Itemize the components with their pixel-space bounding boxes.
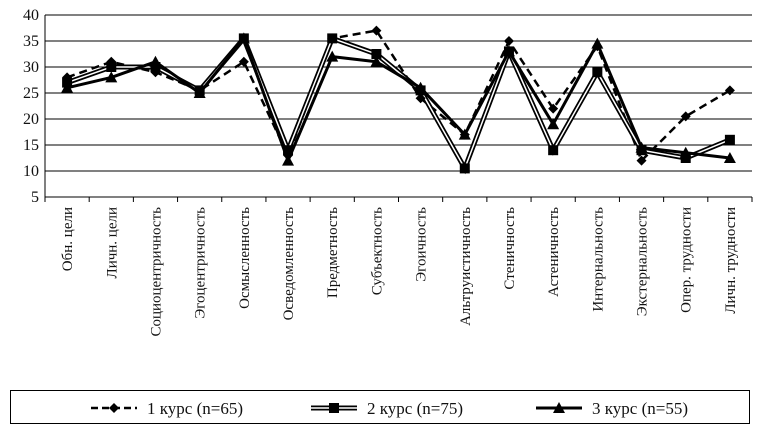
x-category-label: Осведомленность	[281, 207, 297, 321]
x-category-label: Альтруистичность	[458, 207, 474, 326]
data-point-square	[724, 134, 735, 145]
y-tick-label: 20	[23, 111, 39, 128]
data-point-triangle	[105, 71, 118, 83]
data-point-triangle	[193, 87, 206, 98]
x-category-label: Личн. трудности	[723, 207, 739, 314]
series-lines	[66, 29, 731, 175]
data-point-square	[459, 163, 470, 174]
x-category-label: Обн. цели	[60, 207, 76, 271]
x-category-labels: Обн. цели Личн. цели Социоцентричность Эгоц…	[60, 207, 739, 337]
y-tick-labels: 5 10 15 20 25 30 35 40	[23, 7, 39, 206]
data-point-diamond	[636, 155, 647, 166]
y-tick-label: 10	[23, 163, 39, 180]
x-category-label: Стеничность	[502, 207, 518, 290]
axes	[44, 15, 753, 202]
legend-swatch-marker	[553, 402, 565, 413]
data-point-triangle	[502, 45, 515, 57]
data-point-diamond	[371, 25, 382, 36]
series-line-3	[66, 36, 731, 163]
data-point-triangle	[679, 146, 692, 158]
legend-label: 2 курс (n=75)	[367, 399, 463, 418]
data-point-triangle	[458, 128, 471, 140]
data-point-triangle	[326, 50, 339, 62]
data-point-square	[592, 67, 603, 78]
data-point-square	[548, 145, 559, 156]
data-point-triangle	[149, 55, 162, 67]
series-markers	[61, 25, 736, 174]
data-point-triangle	[237, 32, 250, 44]
data-point-diamond	[503, 36, 514, 46]
data-point-square	[371, 49, 382, 59]
legend-label: 1 курс (n=65)	[147, 399, 243, 418]
series-line-2-outer	[66, 33, 731, 175]
line-chart: 5 10 15 20 25 30 35 40 Обн. цели Личн. цели Социо…	[23, 7, 753, 337]
data-point-triangle	[414, 81, 427, 93]
data-point-square	[283, 145, 294, 156]
data-point-triangle	[282, 154, 295, 166]
data-point-diamond	[238, 56, 249, 67]
data-point-diamond	[415, 93, 426, 104]
data-point-diamond	[106, 56, 117, 67]
legend-swatch-marker	[329, 403, 339, 413]
y-tick-label: 25	[23, 85, 39, 102]
data-point-diamond	[548, 103, 559, 114]
x-category-label: Личн. цели	[104, 207, 120, 278]
legend: 1 курс (n=65) 2 курс (n=75) 3 курс (n=55)	[10, 390, 750, 424]
data-point-triangle	[635, 141, 648, 153]
y-tick-label: 5	[31, 189, 39, 206]
x-category-label: Эгоичность	[414, 207, 430, 282]
legend-label: 3 курс (n=55)	[592, 399, 688, 418]
x-category-label: Интернальность	[590, 207, 606, 312]
data-point-triangle	[591, 37, 604, 49]
data-point-triangle	[723, 152, 736, 163]
series-line-2-inner	[66, 36, 731, 171]
x-category-label: Астеничность	[546, 207, 562, 297]
x-category-label: Осмысленность	[237, 207, 253, 309]
data-point-square	[150, 62, 161, 72]
x-category-label: Эгоцентричность	[193, 207, 209, 319]
legend-swatch-marker	[109, 403, 119, 413]
data-point-square	[327, 33, 338, 44]
y-tick-label: 30	[23, 59, 39, 76]
y-tick-label: 40	[23, 7, 39, 24]
x-category-label: Экстернальность	[635, 207, 651, 316]
data-point-triangle	[547, 118, 560, 130]
data-point-diamond	[724, 85, 735, 96]
x-category-label: Предметность	[325, 207, 341, 298]
y-tick-label: 35	[23, 33, 39, 50]
series-line-1	[66, 29, 731, 162]
data-point-diamond	[680, 111, 691, 122]
data-point-square	[106, 62, 117, 72]
x-category-label: Опер. трудности	[679, 207, 695, 313]
data-point-triangle	[61, 81, 74, 93]
y-tick-label: 15	[23, 137, 39, 154]
data-point-triangle	[370, 55, 383, 67]
x-category-label: Субъектность	[369, 207, 385, 295]
data-point-square	[680, 153, 691, 163]
x-category-label: Социоцентричность	[148, 207, 164, 337]
